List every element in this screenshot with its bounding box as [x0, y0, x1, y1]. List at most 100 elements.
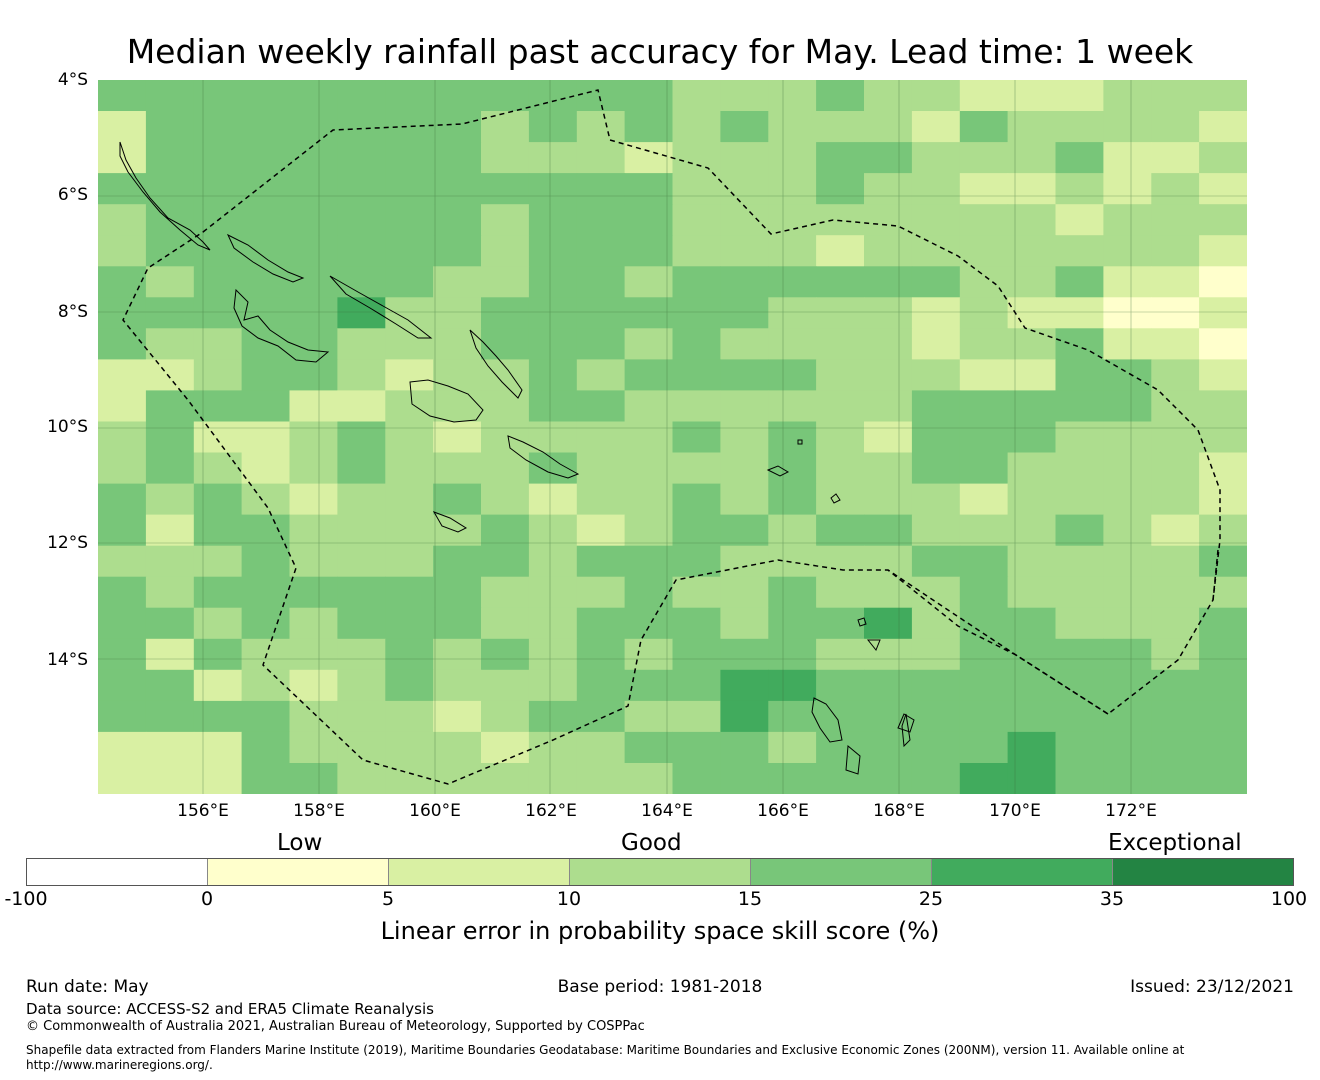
grid-cell	[145, 731, 195, 764]
legend-tick: 25	[918, 888, 944, 910]
grid-cell	[911, 669, 961, 702]
grid-cell	[1151, 638, 1200, 671]
grid-cell	[289, 266, 338, 298]
grid-cell	[1151, 266, 1200, 298]
grid-cell	[672, 204, 721, 236]
makira-island	[507, 435, 580, 479]
grid-cell	[98, 266, 147, 298]
legend-tick: 35	[1099, 888, 1125, 910]
grid-cell	[672, 235, 721, 267]
rennell-island	[432, 511, 468, 533]
grid-cell	[481, 607, 530, 640]
legend-swatch-below-0	[27, 859, 208, 885]
grid-cell	[528, 235, 578, 267]
grid-cell	[1007, 80, 1056, 112]
grid-cell	[98, 235, 147, 267]
marineregions-url[interactable]: http://www.marineregions.org/.	[26, 1058, 213, 1072]
grid-cell	[816, 142, 865, 174]
grid-cell	[145, 607, 195, 640]
legend-tick: 15	[737, 888, 763, 910]
base-period: Base period: 1981-2018	[557, 977, 763, 997]
grid-cell	[433, 421, 482, 453]
grid-cell	[1151, 545, 1200, 578]
grid-cell	[337, 483, 386, 516]
grid-cell	[576, 421, 626, 453]
grid-cell	[672, 297, 721, 329]
lat-label-4s: 4°S	[57, 70, 88, 90]
grid-cell	[98, 111, 147, 143]
grid-cell	[672, 111, 721, 143]
grid-cell	[289, 483, 338, 516]
grid-cell	[1055, 700, 1104, 733]
grid-cell	[1151, 731, 1200, 764]
legend-category-exceptional: Exceptional	[1108, 830, 1242, 856]
vanuatu-ambrym	[866, 639, 881, 651]
grid-cell	[672, 607, 721, 640]
grid-cell	[289, 111, 338, 143]
grid-cell	[481, 700, 530, 733]
grid-cell	[1151, 142, 1200, 174]
grid-cell	[720, 669, 769, 702]
grid-cell	[672, 421, 721, 453]
grid-cell	[481, 390, 530, 422]
grid-cell	[624, 483, 673, 516]
grid-cell	[1103, 576, 1152, 609]
grid-cell	[98, 483, 147, 516]
grid-cell	[720, 80, 769, 112]
grid-cell	[624, 111, 673, 143]
grid-cell	[385, 204, 434, 236]
grid-cell	[1055, 142, 1104, 174]
grid-cell	[720, 514, 769, 547]
grid-cell	[911, 638, 961, 671]
grid-cell	[528, 452, 578, 484]
grid-cell	[624, 328, 673, 360]
lon-label-168e: 168°E	[873, 801, 925, 821]
lon-label-170e: 170°E	[989, 801, 1041, 821]
grid-cell	[385, 545, 434, 578]
grid-cell	[1151, 700, 1200, 733]
grid-cell	[624, 763, 673, 794]
grid-cell	[145, 514, 195, 547]
grid-cell	[959, 576, 1009, 609]
grid-cell	[1007, 700, 1056, 733]
grid-cell	[241, 514, 290, 547]
grid-cell	[624, 235, 673, 267]
grid-cell	[672, 80, 721, 112]
issued-date: Issued: 23/12/2021	[1130, 977, 1294, 997]
grid-cell	[98, 576, 147, 609]
grid-cell	[1151, 607, 1200, 640]
grid-cell	[528, 359, 578, 391]
grid-cell	[1007, 235, 1056, 267]
grid-cell	[1199, 297, 1247, 329]
vanuatu-efate	[897, 713, 915, 733]
grid-cell	[576, 359, 626, 391]
grid-cell	[576, 763, 626, 794]
grid-cell	[337, 173, 386, 205]
grid-cell	[720, 359, 769, 391]
grid-cell	[624, 700, 673, 733]
grid-cell	[385, 359, 434, 391]
grid-cell	[481, 483, 530, 516]
grid-cell	[289, 763, 338, 794]
grid-cell	[528, 80, 578, 112]
grid-cell	[864, 297, 913, 329]
grid-cell	[1103, 266, 1152, 298]
grid-cell	[1103, 328, 1152, 360]
vanuatu-malekula	[845, 745, 861, 775]
grid-cell	[433, 142, 482, 174]
grid-cell	[911, 235, 961, 267]
grid-cell	[1055, 173, 1104, 205]
grid-cell	[1055, 297, 1104, 329]
grid-cell	[145, 80, 195, 112]
lon-label-156e: 156°E	[177, 801, 229, 821]
lat-label-6s: 6°S	[57, 185, 88, 205]
grid-cell	[337, 142, 386, 174]
grid-cell	[864, 235, 913, 267]
skill-score-map	[98, 80, 1247, 794]
grid-cell	[528, 669, 578, 702]
grid-cell	[1103, 545, 1152, 578]
grid-cell	[624, 638, 673, 671]
lon-label-162e: 162°E	[525, 801, 577, 821]
grid-cell	[576, 111, 626, 143]
grid-cell	[576, 173, 626, 205]
